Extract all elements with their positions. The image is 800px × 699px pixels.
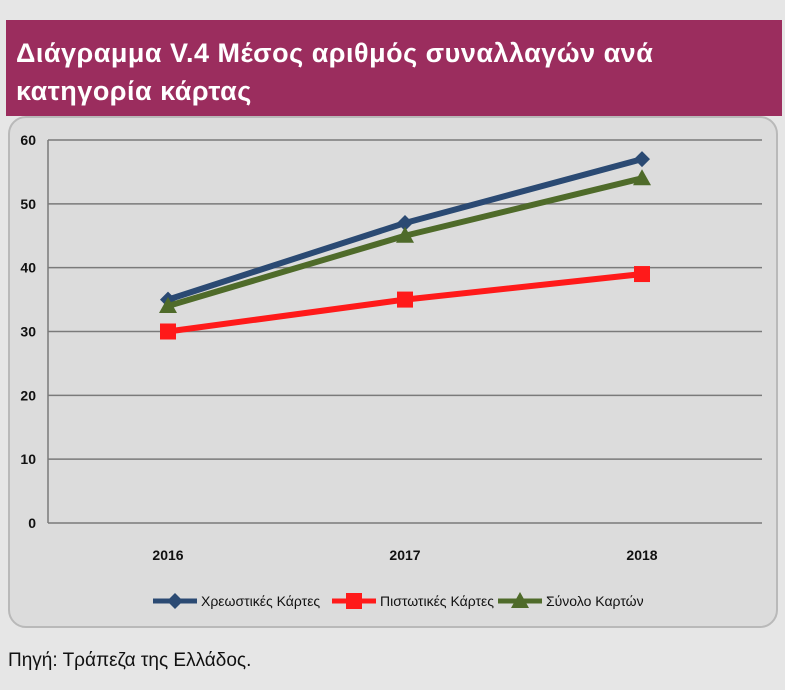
title-bar: Διάγραμμα V.4 Μέσος αριθμός συναλλαγών α… — [6, 20, 782, 116]
grid-lines — [47, 139, 762, 524]
figure-frame: Διάγραμμα V.4 Μέσος αριθμός συναλλαγών α… — [0, 0, 785, 690]
legend-marker — [167, 593, 183, 609]
data-point — [396, 226, 414, 243]
legend: Χρεωστικές Κάρτες Πιστωτικές Κάρτες Σύνολο… — [153, 592, 644, 609]
data-point — [633, 169, 651, 186]
data-point — [397, 291, 413, 308]
legend-marker — [511, 592, 529, 608]
legend-label: Σύνολο Καρτών — [546, 593, 644, 609]
y-tick-label: 20 — [20, 387, 36, 403]
y-tick-label: 0 — [28, 515, 36, 531]
x-tick-label: 2018 — [626, 547, 657, 563]
legend-marker — [346, 593, 362, 609]
source-note: Πηγή: Τράπεζα της Ελλάδος. — [8, 650, 252, 671]
y-tick-label: 40 — [20, 260, 36, 276]
y-tick-label: 10 — [20, 451, 36, 467]
data-point — [160, 323, 176, 340]
line-chart: 0 10 20 30 40 50 60 2016 2017 2018 Χρεωστικές Κά… — [20, 132, 762, 609]
data-point — [397, 214, 413, 231]
y-axis-ticks: 0 10 20 30 40 50 60 — [20, 132, 36, 531]
legend-item: Χρεωστικές Κάρτες — [153, 593, 320, 609]
x-axis-ticks: 2016 2017 2018 — [152, 547, 657, 563]
data-point — [159, 296, 177, 313]
legend-item: Σύνολο Καρτών — [498, 592, 644, 609]
x-tick-label: 2016 — [152, 547, 183, 563]
legend-label: Χρεωστικές Κάρτες — [201, 593, 320, 609]
legend-label: Πιστωτικές Κάρτες — [380, 593, 494, 609]
legend-item: Πιστωτικές Κάρτες — [332, 593, 494, 609]
series-2 — [160, 266, 650, 340]
series-3 — [159, 169, 651, 313]
series-group — [159, 151, 651, 340]
x-tick-label: 2017 — [389, 547, 420, 563]
y-tick-label: 60 — [20, 132, 36, 148]
data-point — [634, 266, 650, 283]
chart-panel: 0 10 20 30 40 50 60 2016 2017 2018 Χρεωστικές Κά… — [8, 116, 778, 628]
data-point — [634, 151, 650, 168]
y-tick-label: 30 — [20, 324, 36, 340]
chart-title: Διάγραμμα V.4 Μέσος αριθμός συναλλαγών α… — [16, 38, 654, 106]
y-tick-label: 50 — [20, 196, 36, 212]
